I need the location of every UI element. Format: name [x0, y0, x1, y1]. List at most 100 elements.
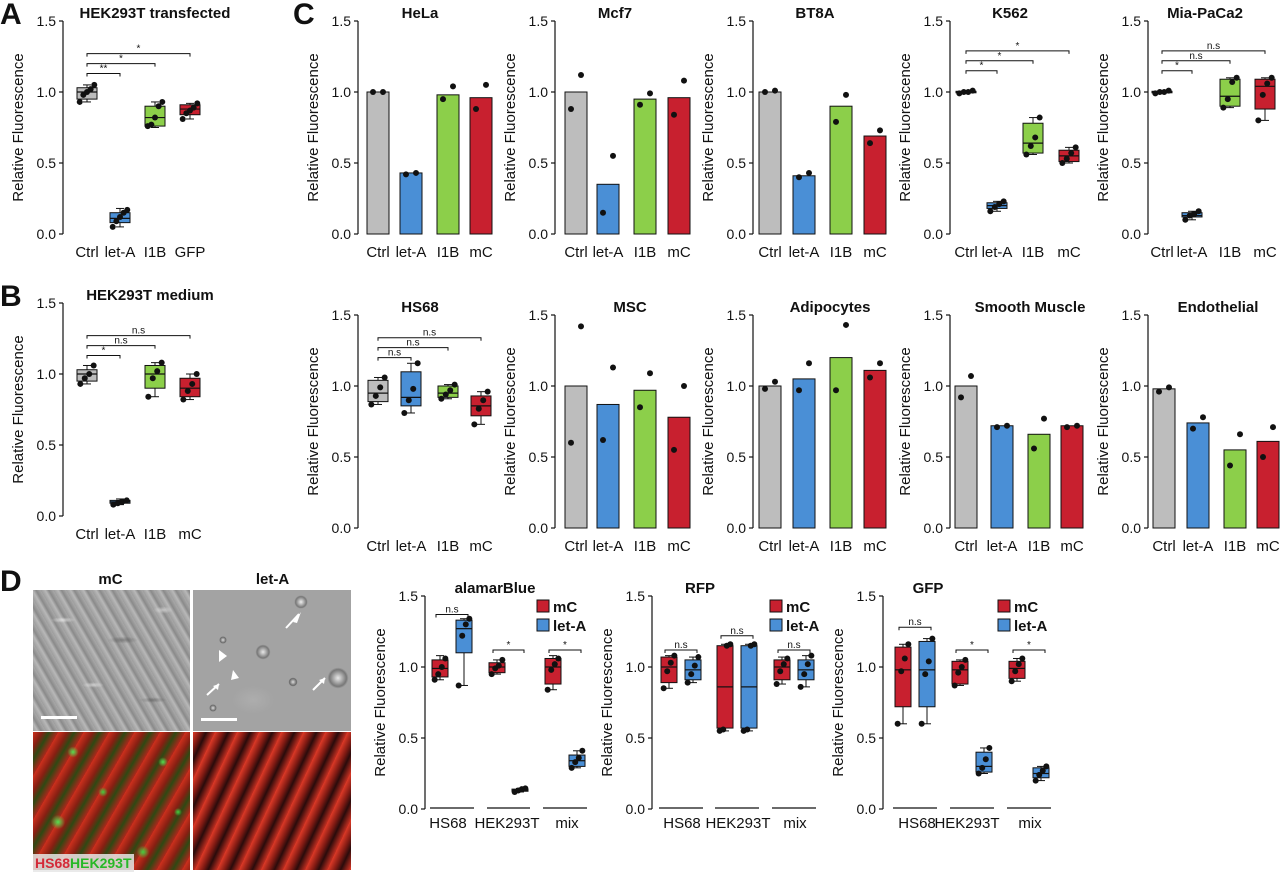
- data-point: [405, 397, 412, 404]
- data-point: [987, 208, 994, 215]
- y-tick-label: 0.5: [529, 449, 549, 465]
- y-axis-label: Relative Fluorescence: [502, 347, 519, 495]
- bar-i1b: [633, 98, 657, 235]
- y-tick-label: 0.0: [529, 520, 549, 536]
- y-axis-label: Relative Fluorescence: [305, 347, 322, 495]
- data-point: [1027, 142, 1034, 149]
- data-point: [1068, 150, 1075, 157]
- significance-label: n.s: [730, 626, 743, 637]
- bar-let-a: [1186, 422, 1210, 529]
- data-point: [451, 381, 458, 388]
- y-tick-label: 0.5: [37, 437, 57, 453]
- data-point: [184, 388, 191, 395]
- microscopy-panel: [33, 590, 351, 870]
- data-point: [189, 380, 196, 387]
- legend-label: mC: [786, 599, 810, 616]
- bar-mc: [667, 416, 691, 529]
- data-point: [1165, 87, 1172, 94]
- significance-bracket: [86, 53, 191, 57]
- x-tick-label: I1B: [437, 538, 460, 555]
- data-point: [1182, 216, 1189, 223]
- y-tick-label: 0.5: [727, 155, 747, 171]
- legend-swatch-blue: [536, 618, 550, 632]
- fluorescence-mc-image: [33, 732, 190, 870]
- y-tick-label: 0.5: [399, 730, 419, 746]
- bar-mc: [667, 97, 691, 235]
- data-point: [193, 371, 200, 377]
- significance-bracket: [435, 613, 469, 618]
- bar-mc: [1060, 425, 1084, 529]
- bar-let-a: [596, 403, 620, 529]
- y-tick-label: 1.5: [37, 13, 57, 29]
- significance-bracket: [492, 649, 525, 653]
- x-tick-label: mC: [863, 538, 886, 555]
- significance-label: n.s: [787, 640, 800, 651]
- y-tick-label: 1.0: [857, 659, 877, 675]
- bar-i1b: [829, 357, 853, 529]
- significance-bracket: [965, 60, 1034, 64]
- data-point: [1012, 668, 1019, 675]
- significance-label: n.s: [388, 348, 401, 359]
- significance-bracket: [898, 626, 932, 631]
- data-point: [401, 409, 408, 416]
- data-point: [1015, 661, 1022, 668]
- y-tick-label: 0.5: [924, 449, 944, 465]
- y-tick-label: 1.0: [37, 84, 57, 100]
- data-point: [833, 387, 839, 394]
- data-point: [1255, 117, 1262, 124]
- y-tick-label: 1.0: [924, 378, 944, 394]
- significance-bracket: [377, 347, 449, 351]
- x-tick-label: let-A: [396, 538, 427, 555]
- x-tick-label: Ctrl: [75, 244, 98, 261]
- y-tick-label: 1.0: [332, 378, 352, 394]
- chart-title: alamarBlue: [455, 580, 536, 597]
- y-tick-label: 1.0: [1122, 84, 1142, 100]
- y-tick-label: 0.0: [626, 801, 646, 817]
- data-point: [522, 785, 529, 792]
- significance-bracket: [377, 357, 412, 361]
- data-point: [158, 359, 165, 366]
- data-point: [695, 654, 702, 661]
- data-point: [1074, 422, 1080, 429]
- bar-ctrl: [758, 385, 782, 529]
- data-point: [117, 213, 123, 220]
- y-tick-label: 0.5: [332, 155, 352, 171]
- y-tick-label: 0.0: [332, 226, 352, 242]
- y-tick-label: 1.5: [626, 588, 646, 604]
- significance-label: *: [119, 54, 123, 65]
- x-tick-label: Ctrl: [564, 538, 587, 555]
- x-tick-label: Ctrl: [1150, 244, 1173, 261]
- y-tick-label: 0.0: [399, 801, 419, 817]
- significance-bracket: [1161, 60, 1231, 64]
- data-point: [370, 89, 376, 95]
- y-tick-label: 0.5: [1122, 155, 1142, 171]
- data-point: [1190, 425, 1196, 432]
- legend-label: let-A: [553, 618, 587, 635]
- significance-bracket: [377, 337, 482, 341]
- legend-label: mC: [1014, 599, 1038, 616]
- data-point: [925, 658, 932, 665]
- y-axis-label: Relative Fluorescence: [599, 628, 616, 776]
- data-point: [681, 77, 687, 84]
- x-tick-label: GFP: [175, 244, 206, 261]
- bar-let-a: [990, 425, 1014, 529]
- data-point: [1224, 96, 1231, 103]
- x-tick-label: I1B: [1219, 244, 1242, 261]
- data-point: [898, 668, 905, 675]
- data-point: [979, 764, 986, 771]
- significance-bracket: [86, 355, 121, 359]
- data-point: [1063, 155, 1070, 162]
- y-tick-label: 0.0: [857, 801, 877, 817]
- y-tick-label: 0.5: [924, 155, 944, 171]
- arrow-icon: [213, 684, 219, 690]
- data-point: [575, 754, 582, 761]
- data-point: [109, 223, 116, 230]
- chart-title: GFP: [913, 580, 944, 597]
- y-tick-label: 1.0: [529, 84, 549, 100]
- data-point: [762, 385, 768, 392]
- data-point: [1036, 114, 1043, 121]
- data-point: [124, 206, 131, 213]
- data-point: [996, 201, 1003, 208]
- data-point: [148, 121, 155, 128]
